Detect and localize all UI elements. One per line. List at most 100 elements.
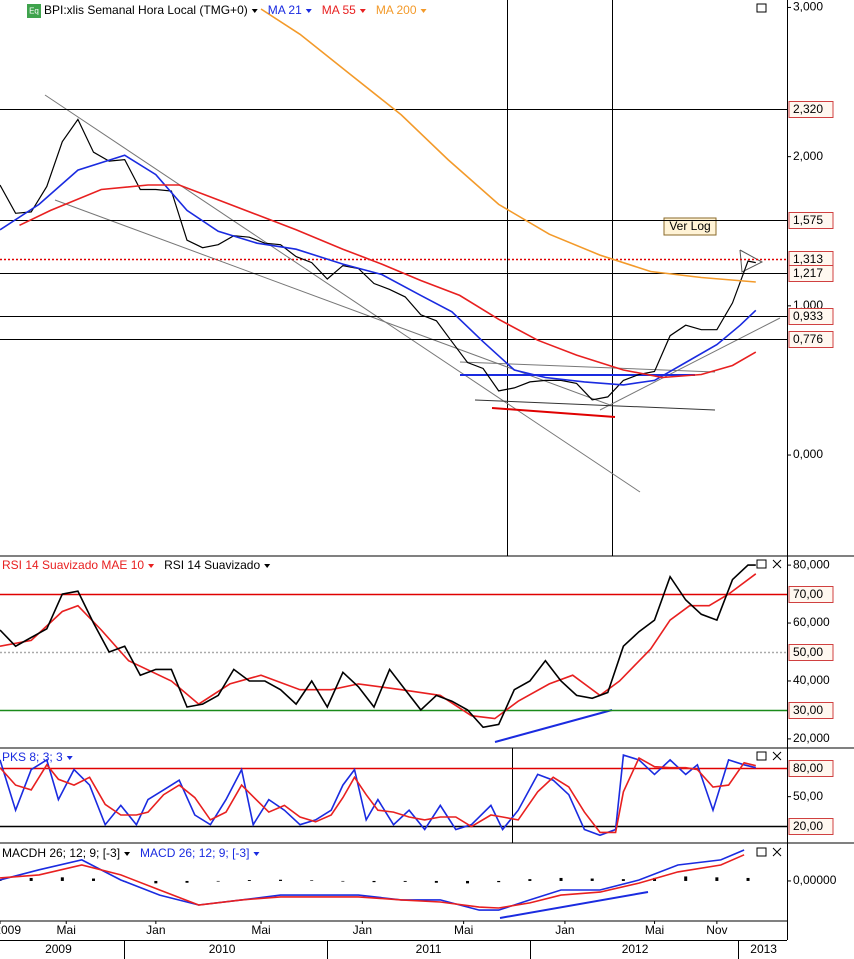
dropdown-arrow — [66, 756, 73, 760]
y-tick-label: 3,000 — [793, 0, 823, 14]
level-box — [788, 644, 834, 661]
year-label: 2013 — [750, 942, 777, 956]
series-line — [0, 118, 756, 401]
x-tick-label: Mai — [454, 923, 473, 937]
histogram-bar — [29, 877, 33, 881]
histogram-bar — [497, 880, 501, 883]
legend-entry: MA 200 — [376, 3, 417, 17]
ver-log-button[interactable] — [663, 217, 717, 236]
x-tick-label: Jan — [146, 923, 165, 937]
year-label: 2011 — [416, 942, 442, 956]
series-line — [0, 564, 756, 729]
level-label: 1,313 — [793, 252, 823, 266]
level-box — [788, 212, 834, 229]
y-tick-label: 50,00 — [793, 789, 823, 803]
y-tick-label: 80,000 — [793, 557, 830, 571]
chart-title: BPI:xlis Semanal Hora Local (TMG+0) — [44, 3, 248, 17]
level-box — [788, 265, 834, 282]
series-line — [260, 8, 756, 283]
histogram-bar — [403, 880, 407, 882]
dropdown-arrow — [420, 9, 427, 13]
histogram-bar — [528, 879, 532, 881]
trendline — [474, 399, 716, 411]
legend-entry: MACDH 26; 12; 9; [-3] — [2, 846, 120, 860]
level-label: 0,933 — [793, 309, 823, 323]
level-label: 20,00 — [793, 819, 823, 833]
level-label: 70,00 — [793, 587, 823, 601]
level-box — [788, 331, 834, 348]
year-label: 2012 — [622, 942, 649, 956]
trendline — [599, 317, 781, 411]
maximize-button[interactable] — [756, 751, 767, 761]
level-box — [788, 308, 834, 325]
level-label: 80,00 — [793, 761, 823, 775]
close-button[interactable] — [772, 559, 782, 569]
dropdown-arrow — [359, 9, 366, 13]
x-tick-label: Nov — [706, 923, 727, 937]
dropdown-arrow — [253, 852, 260, 856]
x-tick-label: Mai — [251, 923, 270, 937]
histogram-bar — [466, 880, 470, 884]
dropdown-arrow — [251, 9, 258, 13]
legend-entry: MA 55 — [322, 3, 356, 17]
series-line — [0, 756, 756, 834]
dropdown-arrow — [264, 564, 271, 568]
series-line — [0, 154, 757, 386]
x-tick-label: Mai — [645, 923, 664, 937]
histogram-bar — [684, 876, 688, 881]
histogram-bar — [746, 877, 750, 881]
ver-log-label[interactable]: Ver Log — [669, 219, 710, 233]
triangle — [739, 249, 764, 273]
level-label: 30,00 — [793, 703, 823, 717]
trendline — [491, 407, 616, 418]
histogram-bar — [154, 880, 158, 884]
legend-entry: RSI 14 Suavizado — [164, 558, 260, 572]
level-label: 1,575 — [793, 213, 823, 227]
badge — [27, 4, 41, 18]
level-box — [788, 586, 834, 603]
histogram-bar — [715, 877, 719, 881]
y-tick-label: 60,000 — [793, 615, 830, 629]
level-label: 0,776 — [793, 332, 823, 346]
level-label: 1,217 — [793, 266, 823, 280]
year-label: 2009 — [45, 942, 72, 956]
histogram-bar — [310, 880, 314, 881]
legend-entry: PKS 8; 3; 3 — [2, 750, 63, 764]
maximize-button[interactable] — [756, 559, 767, 569]
level-label: 50,00 — [793, 645, 823, 659]
trendline — [499, 891, 649, 919]
x-tick-label: Jan — [555, 923, 574, 937]
histogram-bar — [247, 880, 251, 881]
series-line — [0, 854, 745, 909]
level-label: 2,320 — [793, 102, 823, 116]
histogram-bar — [341, 880, 345, 882]
histogram-bar — [60, 877, 64, 881]
dropdown-arrow — [305, 9, 312, 13]
histogram-bar — [559, 877, 563, 881]
legend-entry: MA 21 — [268, 3, 302, 17]
x-tick-label: Mai — [57, 923, 76, 937]
trendlines — [44, 94, 781, 919]
level-box — [788, 702, 834, 719]
histogram-bar — [590, 878, 594, 881]
histogram-bar — [434, 880, 438, 883]
x-tick-label: Jan — [353, 923, 372, 937]
histogram-bar — [185, 880, 189, 883]
y-tick-label: 20,000 — [793, 731, 830, 745]
histogram-bar — [216, 880, 220, 882]
dropdown-arrow — [124, 852, 131, 856]
maximize-button[interactable] — [756, 3, 767, 13]
level-box — [788, 101, 834, 118]
trendline — [44, 94, 641, 493]
level-box — [788, 760, 834, 777]
close-button[interactable] — [772, 751, 782, 761]
x-tick-label: 2009 — [0, 923, 21, 937]
y-tick-label: 0,000 — [793, 447, 823, 461]
y-tick-label: 2,000 — [793, 149, 823, 163]
close-button[interactable] — [772, 847, 782, 857]
level-box — [788, 818, 834, 835]
maximize-button[interactable] — [756, 847, 767, 857]
series-line — [19, 184, 757, 379]
